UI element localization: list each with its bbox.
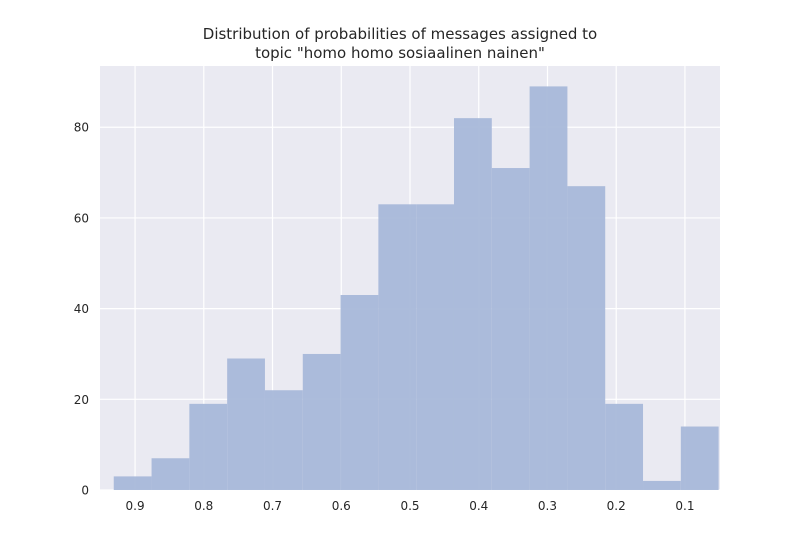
histogram-bar — [643, 480, 681, 490]
histogram-bar — [491, 168, 530, 490]
x-tick-label: 0.6 — [332, 499, 351, 513]
x-tick-labels: 0.9 0.8 0.7 0.6 0.5 0.4 0.3 0.2 0.1 — [126, 499, 695, 513]
x-tick-label: 0.1 — [675, 499, 694, 513]
histogram-bar — [113, 476, 152, 490]
x-tick-label: 0.3 — [538, 499, 557, 513]
x-tick-label: 0.8 — [194, 499, 213, 513]
histogram-bar — [151, 458, 190, 490]
chart-title-line-1: Distribution of probabilities of message… — [202, 25, 598, 43]
histogram-bar — [378, 204, 417, 490]
histogram-bar — [189, 403, 228, 490]
histogram-bar — [416, 204, 454, 490]
x-tick-label: 0.5 — [400, 499, 419, 513]
y-tick-label: 40 — [74, 302, 89, 316]
chart-title-line-2: topic "homo homo sosiaalinen nainen" — [255, 44, 545, 62]
histogram-bar — [680, 426, 719, 490]
y-tick-label: 60 — [74, 211, 89, 225]
histogram-bar — [302, 353, 341, 490]
histogram-bars — [113, 86, 719, 491]
histogram-bar — [264, 390, 303, 490]
histogram-bar — [227, 358, 265, 490]
x-tick-label: 0.4 — [469, 499, 488, 513]
y-tick-label: 80 — [74, 121, 89, 135]
x-tick-label: 0.2 — [607, 499, 626, 513]
histogram-bar — [340, 295, 379, 490]
histogram-bar — [567, 186, 606, 490]
y-tick-label: 0 — [81, 484, 89, 498]
histogram-bar — [605, 403, 644, 490]
histogram-bar — [529, 86, 568, 490]
y-tick-labels: 0 20 40 60 80 — [74, 121, 89, 498]
x-tick-label: 0.7 — [263, 499, 282, 513]
y-tick-label: 20 — [74, 393, 89, 407]
histogram-bar — [453, 118, 492, 491]
x-tick-label: 0.9 — [126, 499, 145, 513]
